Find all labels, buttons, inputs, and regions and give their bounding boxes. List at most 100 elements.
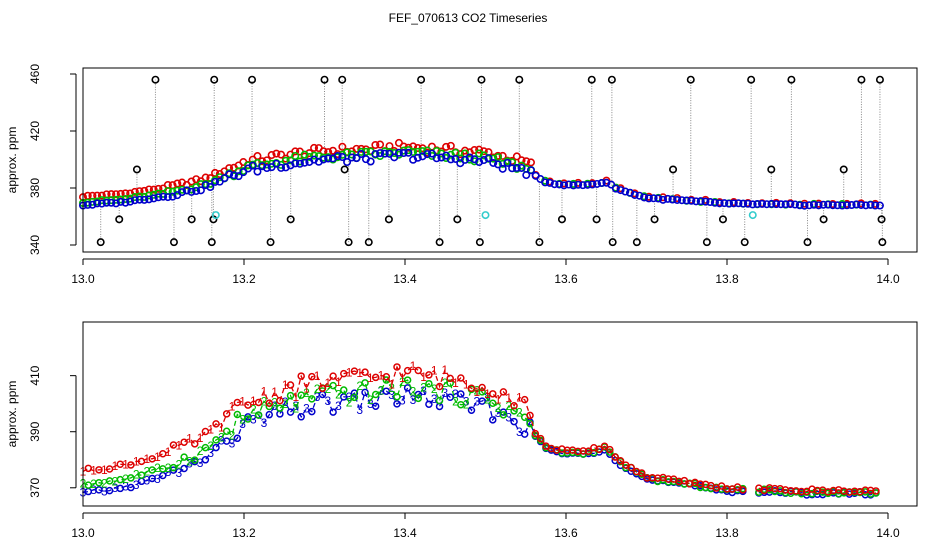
bottom-x-tick-label: 13.0	[71, 526, 95, 540]
bottom-point-series-3	[520, 430, 529, 438]
bottom-point-series-1	[222, 410, 231, 418]
bottom-series-label-3: 3	[186, 456, 193, 470]
top-point-sensor-3	[423, 150, 432, 159]
top-point-sensor-3	[564, 180, 573, 189]
bottom-series-label-3: 3	[410, 393, 417, 407]
bottom-point-series-3	[467, 406, 476, 414]
top-point-sensor-1	[409, 142, 418, 151]
bottom-series-label-1: 1	[229, 399, 236, 413]
bottom-point-series-1	[611, 453, 619, 461]
top-point-sensor-3	[451, 154, 460, 163]
top-cyan-point	[211, 211, 220, 220]
bottom-series-label-3: 3	[314, 390, 321, 404]
top-point-sensor-1	[211, 168, 220, 177]
top-point-sensor-3	[739, 199, 748, 208]
bottom-series-label-2: 2	[356, 379, 363, 393]
top-point-sensor-3	[616, 186, 625, 195]
bottom-series-label-2: 2	[165, 461, 172, 475]
top-point-sensor-3	[479, 156, 488, 165]
bottom-point-series-1	[159, 449, 167, 458]
top-point-sensor-1	[512, 152, 521, 161]
bottom-series-label-3: 3	[261, 416, 268, 430]
bottom-series-label-2: 2	[335, 387, 342, 401]
bottom-point-series-2	[137, 471, 146, 479]
bottom-series-label-1: 1	[356, 366, 363, 380]
bottom-series-label-1: 1	[165, 445, 172, 459]
top-point-sensor-1	[475, 145, 484, 154]
top-outlier-point	[669, 165, 678, 174]
top-point-sensor-3	[286, 161, 295, 170]
bottom-series-label-1: 1	[282, 378, 289, 392]
top-point-sensor-3	[272, 159, 281, 168]
top-outlier-point	[340, 165, 349, 174]
top-outlier-point	[587, 75, 596, 84]
bottom-point-series-1	[435, 382, 444, 391]
bottom-point-series-2	[425, 379, 433, 388]
top-point-sensor-3	[192, 186, 201, 195]
bottom-point-series-2	[457, 400, 465, 409]
top-point-sensor-3	[725, 199, 734, 208]
bottom-point-series-1	[627, 463, 635, 472]
bottom-point-series-3	[329, 408, 337, 416]
top-point-sensor-3	[225, 170, 234, 179]
bottom-point-series-2	[403, 376, 412, 384]
bottom-series-label-3: 3	[90, 483, 97, 497]
top-outlier-point	[338, 75, 347, 84]
top-point-sensor-1	[310, 143, 319, 152]
top-outlier-point	[787, 75, 796, 84]
bottom-point-series-1	[318, 384, 327, 393]
bottom-series-label-1: 1	[186, 431, 193, 445]
bottom-point-series-3	[308, 407, 316, 416]
bottom-series-label-3: 3	[388, 388, 395, 402]
top-point-sensor-2	[244, 161, 253, 170]
top-point-sensor-3	[621, 187, 630, 196]
top-outlier-point	[702, 238, 711, 247]
bottom-point-series-1	[265, 399, 274, 407]
top-point-sensor-2	[310, 151, 319, 160]
top-point-sensor-3	[659, 195, 668, 204]
bottom-series-label-2: 2	[197, 444, 204, 458]
top-point-sensor-3	[154, 193, 163, 202]
bottom-panel-y-axis: 370 390 410	[28, 365, 77, 498]
bottom-series-label-3: 3	[442, 386, 449, 400]
bottom-line-series-2	[82, 378, 744, 491]
bottom-series-label-2: 2	[420, 380, 427, 394]
bottom-series-label-3: 3	[505, 411, 512, 425]
top-point-sensor-3	[517, 163, 526, 172]
bottom-series-label-3: 3	[293, 399, 300, 413]
bottom-series-label-1: 1	[154, 450, 161, 464]
top-point-sensor-3	[682, 196, 691, 205]
top-y-tick-label: 380	[28, 178, 42, 198]
top-point-sensor-3	[130, 196, 139, 205]
top-point-sensor-3	[569, 181, 578, 190]
bottom-series-label-1: 1	[175, 438, 182, 452]
bottom-point-series-2	[297, 391, 305, 399]
bottom-series-label-3: 3	[335, 399, 342, 413]
top-outlier-point	[747, 75, 756, 84]
top-point-sensor-3	[484, 154, 493, 163]
top-point-sensor-3	[776, 200, 785, 209]
bottom-series-label-2: 2	[282, 397, 289, 411]
bottom-series-label-3: 3	[367, 397, 374, 411]
top-point-sensor-3	[291, 159, 300, 168]
top-point-sensor-1	[460, 146, 469, 155]
bottom-point-series-1	[297, 372, 305, 380]
top-point-sensor-3	[809, 200, 818, 209]
top-point-sensor-3	[687, 196, 696, 205]
top-outlier-point	[632, 238, 641, 247]
top-outlier-point	[819, 215, 828, 224]
bottom-y-tick-label: 410	[28, 365, 42, 385]
bottom-panel-frame	[82, 321, 918, 507]
bottom-point-series-1	[531, 429, 540, 438]
bottom-series-label-2: 2	[367, 393, 374, 407]
top-point-sensor-2	[234, 167, 243, 176]
bottom-series-label-1: 1	[431, 364, 438, 378]
bottom-point-series-3	[169, 466, 178, 474]
bottom-point-series-1	[95, 466, 103, 474]
bottom-point-series-1	[536, 434, 545, 443]
top-point-sensor-3	[588, 180, 597, 189]
bottom-series-label-3: 3	[154, 472, 161, 486]
bottom-point-series-3	[116, 484, 125, 493]
bottom-point-series-1	[616, 456, 625, 465]
figure-title: FEF_070613 CO2 Timeseries	[389, 11, 548, 25]
